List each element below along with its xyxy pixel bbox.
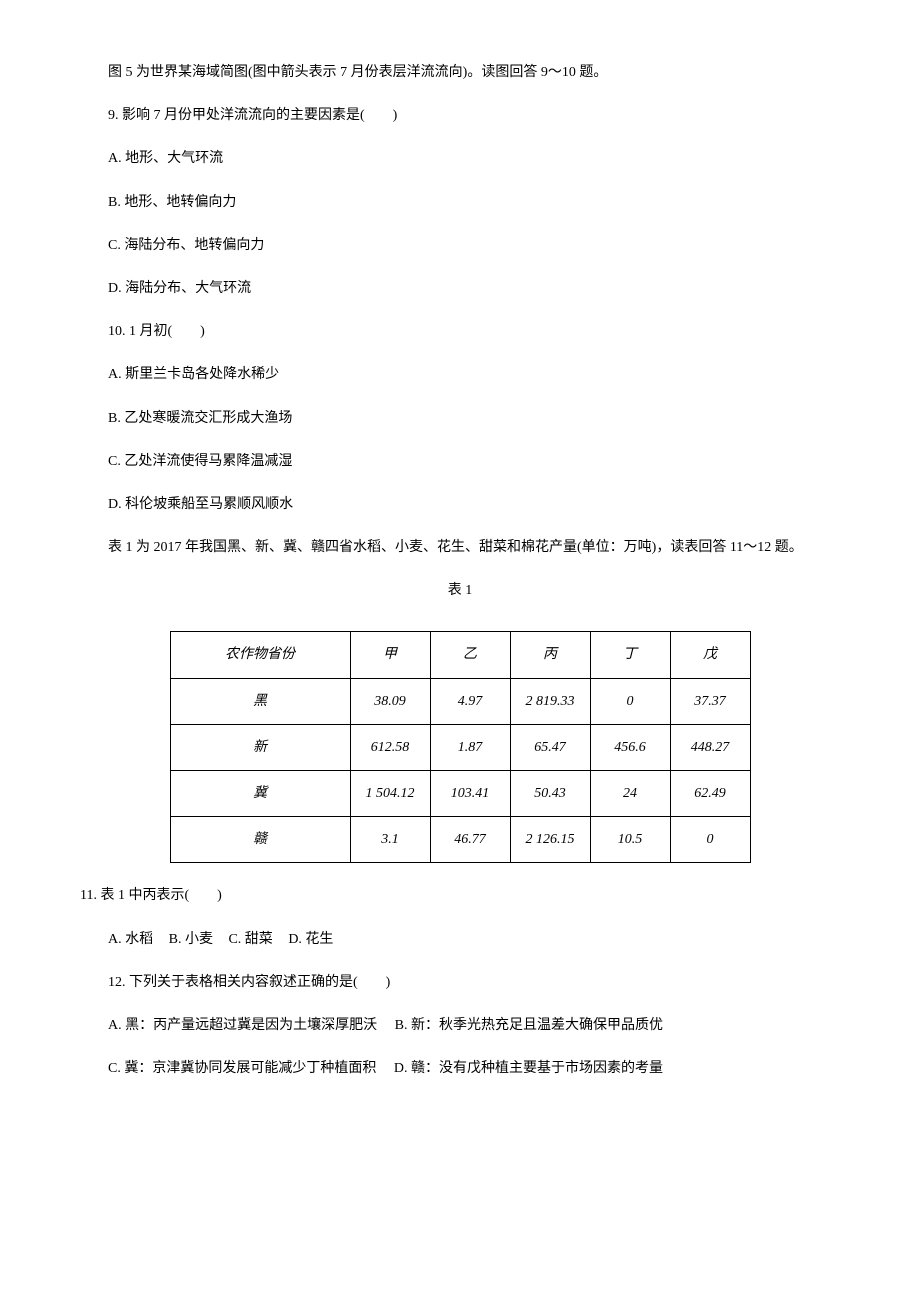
q9-option-d: D. 海陆分布、大气环流 [80, 276, 840, 301]
q10-option-b: B. 乙处寒暖流交汇形成大渔场 [80, 406, 840, 431]
crop-production-table: 农作物省份 甲 乙 丙 丁 戊 黑 38.09 4.97 2 819.33 0 … [170, 631, 751, 863]
q12-options-row2: C. 冀：京津冀协同发展可能减少丁种植面积 D. 赣：没有戊种植主要基于市场因素… [80, 1056, 840, 1081]
table-cell: 2 819.33 [510, 678, 590, 724]
table-header-col-0: 甲 [350, 632, 430, 678]
table-cell: 37.37 [670, 678, 750, 724]
table-header-col-1: 乙 [430, 632, 510, 678]
table1-intro: 表 1 为 2017 年我国黑、新、冀、赣四省水稻、小麦、花生、甜菜和棉花产量(… [80, 535, 840, 560]
table-cell: 62.49 [670, 771, 750, 817]
table-row-label: 冀 [170, 771, 350, 817]
table-row-label: 黑 [170, 678, 350, 724]
q10-option-d: D. 科伦坡乘船至马累顺风顺水 [80, 492, 840, 517]
q10-option-a: A. 斯里兰卡岛各处降水稀少 [80, 362, 840, 387]
table-cell: 1 504.12 [350, 771, 430, 817]
table-header-col-3: 丁 [590, 632, 670, 678]
q10-stem: 10. 1 月初( ) [80, 319, 840, 344]
q11-stem: 11. 表 1 中丙表示( ) [80, 883, 840, 908]
q9-stem: 9. 影响 7 月份甲处洋流流向的主要因素是( ) [80, 103, 840, 128]
table-cell: 103.41 [430, 771, 510, 817]
table-cell: 38.09 [350, 678, 430, 724]
q12-stem: 12. 下列关于表格相关内容叙述正确的是( ) [80, 970, 840, 995]
table-cell: 65.47 [510, 724, 590, 770]
table-header-col-4: 戊 [670, 632, 750, 678]
q11-options: A. 水稻 B. 小麦 C. 甜菜 D. 花生 [80, 927, 840, 952]
table-cell: 448.27 [670, 724, 750, 770]
q12-option-a: A. 黑：丙产量远超过冀是因为土壤深厚肥沃 [108, 1018, 377, 1033]
q12-option-c: C. 冀：京津冀协同发展可能减少丁种植面积 [108, 1061, 376, 1076]
table-row: 新 612.58 1.87 65.47 456.6 448.27 [170, 724, 750, 770]
table-header-row: 农作物省份 甲 乙 丙 丁 戊 [170, 632, 750, 678]
table-cell: 46.77 [430, 817, 510, 863]
table-cell: 50.43 [510, 771, 590, 817]
table-cell: 0 [590, 678, 670, 724]
table-title: 表 1 [80, 578, 840, 603]
q12-options-row1: A. 黑：丙产量远超过冀是因为土壤深厚肥沃 B. 新：秋季光热充足且温差大确保甲… [80, 1013, 840, 1038]
table-cell: 1.87 [430, 724, 510, 770]
q11-option-c: C. 甜菜 [228, 932, 272, 947]
q9-option-b: B. 地形、地转偏向力 [80, 190, 840, 215]
table-cell: 24 [590, 771, 670, 817]
q9-option-a: A. 地形、大气环流 [80, 146, 840, 171]
q11-option-d: D. 花生 [288, 932, 333, 947]
table-cell: 2 126.15 [510, 817, 590, 863]
table-header-col-2: 丙 [510, 632, 590, 678]
table-cell: 456.6 [590, 724, 670, 770]
table-cell: 0 [670, 817, 750, 863]
table-cell: 3.1 [350, 817, 430, 863]
table-row: 冀 1 504.12 103.41 50.43 24 62.49 [170, 771, 750, 817]
q11-option-b: B. 小麦 [169, 932, 213, 947]
table-cell: 612.58 [350, 724, 430, 770]
table-row: 赣 3.1 46.77 2 126.15 10.5 0 [170, 817, 750, 863]
q9-option-c: C. 海陆分布、地转偏向力 [80, 233, 840, 258]
table-row-label: 赣 [170, 817, 350, 863]
q11-option-a: A. 水稻 [108, 932, 153, 947]
figure5-intro: 图 5 为世界某海域简图(图中箭头表示 7 月份表层洋流流向)。读图回答 9～1… [80, 60, 840, 85]
table-header-label: 农作物省份 [170, 632, 350, 678]
table-cell: 10.5 [590, 817, 670, 863]
q10-option-c: C. 乙处洋流使得马累降温减湿 [80, 449, 840, 474]
table-cell: 4.97 [430, 678, 510, 724]
table-row-label: 新 [170, 724, 350, 770]
q12-option-d: D. 赣：没有戊种植主要基于市场因素的考量 [394, 1061, 663, 1076]
q12-option-b: B. 新：秋季光热充足且温差大确保甲品质优 [395, 1018, 663, 1033]
table-row: 黑 38.09 4.97 2 819.33 0 37.37 [170, 678, 750, 724]
